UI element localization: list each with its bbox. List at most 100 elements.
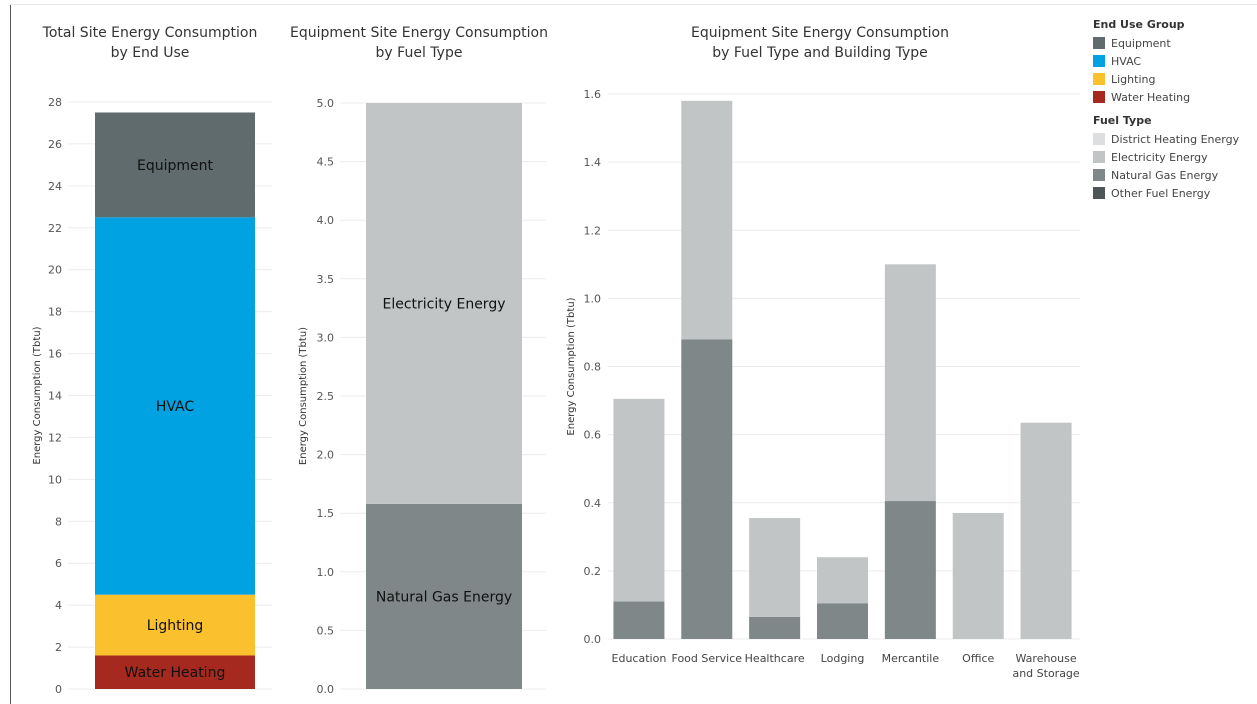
chart-1-y-tick-label: 2 [55, 641, 62, 654]
chart-1-y-tick-label: 22 [48, 222, 62, 235]
legend-item[interactable]: Other Fuel Energy [1093, 184, 1239, 202]
chart-1-segment-label-water-heating: Water Heating [125, 665, 226, 681]
chart-3-y-tick-label: 0.8 [584, 361, 602, 374]
chart-1-y-tick-label: 26 [48, 138, 62, 151]
legend-item-label: Natural Gas Energy [1111, 168, 1219, 182]
chart-3-x-tick-label: and Storage [1012, 667, 1079, 680]
chart-3-x-tick-label: Office [962, 652, 994, 665]
chart-1-y-tick-label: 10 [48, 473, 62, 486]
chart-3-x-tick-label: Healthcare [745, 652, 805, 665]
legend-item[interactable]: Natural Gas Energy [1093, 166, 1239, 184]
legend-item-label: Electricity Energy [1111, 150, 1208, 164]
chart-1-title: Total Site Energy Consumption by End Use [30, 23, 270, 63]
chart-2-y-tick-label: 1.5 [317, 507, 335, 520]
legend-item[interactable]: District Heating Energy [1093, 130, 1239, 148]
chart-3-y-tick-label: 1.2 [584, 224, 602, 237]
chart-3-bar-lodging-electricity-energy [817, 557, 868, 604]
chart-3-bar-lodging-natural-gas-energy [817, 603, 868, 639]
legend-swatch [1093, 55, 1105, 67]
chart-1-y-tick-label: 16 [48, 348, 62, 361]
legend-group-title: Fuel Type [1093, 114, 1152, 127]
chart-2-y-tick-label: 5.0 [317, 97, 335, 110]
left-border-line [10, 4, 11, 704]
chart-1-title-line-2: by End Use [110, 45, 190, 61]
legend-group-title: End Use Group [1093, 18, 1185, 31]
chart-1-y-tick-label: 20 [48, 264, 62, 277]
chart-1-y-tick-label: 4 [55, 599, 62, 612]
legend-item-label: Other Fuel Energy [1111, 186, 1211, 200]
chart-3-title: Equipment Site Energy Consumption by Fue… [640, 23, 1000, 63]
chart-1-segment-label-lighting: Lighting [147, 618, 204, 634]
chart-1-y-tick-label: 6 [55, 557, 62, 570]
legend-swatch [1093, 37, 1105, 49]
legend-group: End Use Group Equipment HVAC Lighting Water … [1093, 18, 1239, 106]
chart-3-x-tick-label: Warehouse [1016, 652, 1077, 665]
chart-3-bar-healthcare-natural-gas-energy [749, 616, 801, 639]
chart-2-y-tick-label: 4.5 [317, 156, 335, 169]
chart-1-y-tick-label: 12 [48, 431, 62, 444]
chart-1-title-line-1: Total Site Energy Consumption [42, 25, 258, 41]
legend-item-label: Equipment [1111, 36, 1171, 50]
chart-3-title-line-1: Equipment Site Energy Consumption [691, 25, 949, 41]
chart-3-y-tick-label: 0.6 [584, 429, 602, 442]
chart-1-bar-segment-lighting [95, 594, 255, 656]
chart-1-y-tick-label: 18 [48, 306, 62, 319]
chart-2-y-axis-label: Energy Consumption (Tbtu) [298, 327, 309, 465]
legend-item-label: District Heating Energy [1111, 132, 1240, 146]
chart-3-y-axis-label: Energy Consumption (Tbtu) [566, 297, 577, 435]
chart-1-segment-label-hvac: HVAC [156, 399, 195, 415]
chart-3-bar-education-natural-gas-energy [613, 601, 665, 639]
chart-3-y-tick-label: 1.0 [584, 292, 602, 305]
chart-3-x-tick-label: Lodging [821, 652, 865, 665]
chart-2-y-tick-label: 3.5 [317, 273, 335, 286]
legend-group: Fuel Type District Heating Energy Electric… [1093, 114, 1239, 202]
chart-1-y-tick-label: 8 [55, 515, 62, 528]
chart-3-bar-mercantile-electricity-energy [884, 264, 936, 502]
legend-item[interactable]: Electricity Energy [1093, 148, 1239, 166]
chart-3-y-tick-label: 0.0 [584, 633, 602, 646]
chart-3-y-tick-label: 0.4 [584, 497, 602, 510]
chart-2-segment-label-electricity-energy: Electricity Energy [382, 296, 505, 312]
legend-swatch [1093, 91, 1105, 103]
chart-2-bar-segment-natural-gas-energy [366, 503, 522, 689]
legend-swatch [1093, 187, 1105, 199]
legend-item[interactable]: Lighting [1093, 70, 1239, 88]
chart-2-y-tick-label: 2.0 [317, 449, 335, 462]
chart-1-bar-segment-hvac [95, 217, 255, 595]
chart-1-segment-label-equipment: Equipment [137, 158, 214, 174]
legend-item[interactable]: Water Heating [1093, 88, 1239, 106]
chart-1-y-tick-label: 14 [48, 390, 62, 403]
chart-1-y-axis-label: Energy Consumption (Tbtu) [32, 326, 43, 464]
chart-3-bar-office-electricity-energy [952, 512, 1004, 639]
chart-2-title: Equipment Site Energy Consumption by Fue… [284, 23, 554, 63]
legend-item[interactable]: HVAC [1093, 52, 1239, 70]
chart-2-title-line-1: Equipment Site Energy Consumption [290, 25, 548, 41]
legend-item-label: Lighting [1111, 72, 1156, 86]
chart-2-title-line-2: by Fuel Type [375, 45, 463, 61]
chart-2-y-tick-label: 3.0 [317, 331, 335, 344]
legend-item[interactable]: Equipment [1093, 34, 1239, 52]
chart-3-bar-education-electricity-energy [613, 398, 665, 602]
chart-3-bar-food-service-natural-gas-energy [681, 339, 733, 639]
legend: End Use Group Equipment HVAC Lighting Water … [1093, 18, 1239, 210]
legend-swatch [1093, 73, 1105, 85]
chart-2-y-tick-label: 0.5 [317, 624, 335, 637]
chart-3-y-tick-label: 0.2 [584, 565, 602, 578]
chart-3-bar-warehouse-electricity-energy [1020, 422, 1072, 639]
chart-2-y-tick-label: 0.0 [317, 683, 335, 696]
chart-3-bar-mercantile-natural-gas-energy [884, 501, 936, 639]
legend-swatch [1093, 151, 1105, 163]
chart-3-y-tick-label: 1.4 [584, 156, 602, 169]
chart-1-y-tick-label: 0 [55, 683, 62, 696]
chart-2-y-tick-label: 2.5 [317, 390, 335, 403]
chart-1-bar-segment-water-heating [95, 655, 255, 689]
chart-2-segment-label-natural-gas-energy: Natural Gas Energy [376, 589, 512, 605]
legend-swatch [1093, 169, 1105, 181]
chart-1-y-tick-label: 28 [48, 96, 62, 109]
chart-3-bar-healthcare-electricity-energy [749, 518, 801, 617]
chart-3-y-tick-label: 1.6 [584, 88, 602, 101]
chart-3-bar-food-service-electricity-energy [681, 100, 733, 340]
chart-1-bar-segment-equipment [95, 112, 255, 218]
legend-item-label: Water Heating [1111, 90, 1191, 104]
